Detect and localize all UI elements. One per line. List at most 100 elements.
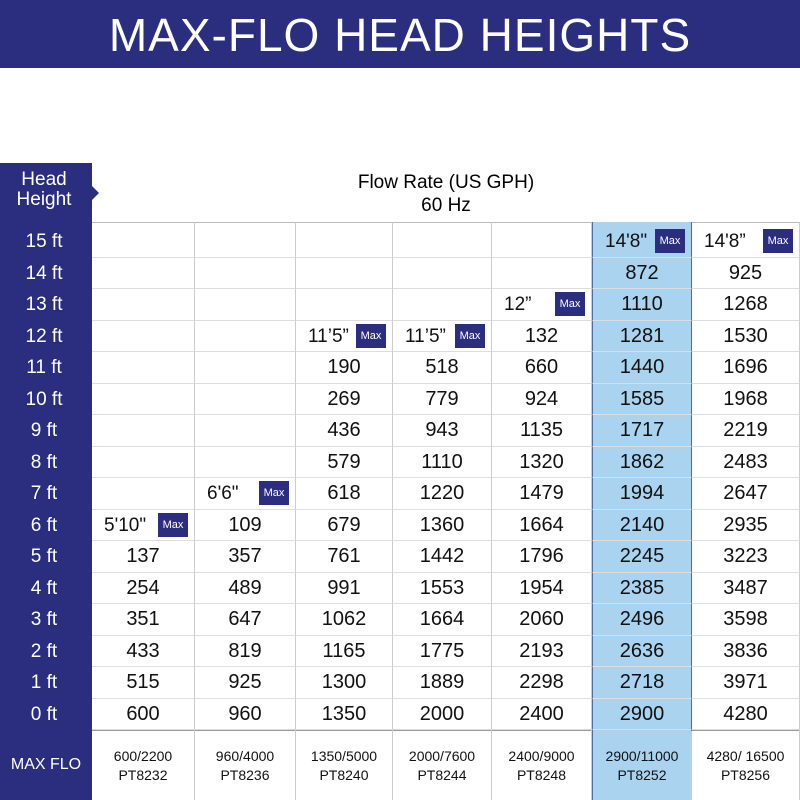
cell: 132 [492,320,592,352]
cell [492,257,592,289]
cell: 2718 [592,667,692,699]
max-tag: Max [158,512,188,537]
cell: 1954 [492,572,592,604]
cell: 2298 [492,667,592,699]
cell: 254 [92,572,195,604]
cell: 2496 [592,604,692,636]
corner-line: Head [21,169,67,190]
row-label: 7 ft [30,483,58,504]
model: PT8240 [319,767,369,783]
max-tag: Max [356,323,386,348]
cell: 1553 [393,572,492,604]
cell: 1165 [296,635,393,667]
cell: 4280 [692,698,800,730]
footer-label: MAX FLO [10,756,82,773]
cell: 925 [195,667,296,699]
cell: 579 [296,446,393,478]
footer-cell: 1350/5000 PT8240 [296,731,393,800]
cell: 2483 [692,446,800,478]
cell: 600 [92,698,195,730]
cell: 679 [296,509,393,541]
cell: 3971 [692,667,800,699]
cell: 5'10" Max [92,509,195,541]
row-label: 9 ft [30,420,58,441]
max-tag: Max [655,229,685,253]
cell: 1110 [393,446,492,478]
max-height: 5'10" [104,514,147,536]
cell: 2193 [492,635,592,667]
flow: 960/4000 [215,748,275,764]
cell: 1775 [393,635,492,667]
cell: 1664 [393,604,492,636]
footer-cell: 2900/11000 PT8252 [592,731,692,800]
cell: 518 [393,352,492,384]
flow: 4280/ 16500 [706,748,785,764]
cell: 12” Max [492,289,592,321]
row-label: 3 ft [30,609,58,630]
cell [195,320,296,352]
footer-cell: 2000/7600 PT8244 [393,731,492,800]
row-label: 13 ft [25,294,63,315]
cell: 618 [296,478,393,510]
max-tag: Max [455,323,485,348]
cell: 1281 [592,320,692,352]
cell [92,257,195,289]
cell: 1350 [296,698,393,730]
cell: 11’5” Max [296,320,393,352]
footer-cell: 4280/ 16500 PT8256 [692,731,800,800]
row-label: 1 ft [30,672,58,693]
row-label: 6 ft [30,514,58,536]
cell: 2245 [592,541,692,573]
cell: 14'8” Max [692,226,800,258]
cell: 11’5” Max [393,320,492,352]
model: PT8248 [516,767,567,783]
cell: 1300 [296,667,393,699]
cell: 2060 [492,604,592,636]
flow: 2000/7600 [408,748,476,764]
row-label: 4 ft [30,577,58,599]
header-rule [92,222,800,223]
row-label: 8 ft [30,451,58,473]
cell: 190 [296,352,393,384]
cell: 1717 [592,415,692,447]
cell: 1994 [592,478,692,510]
corner-line: Height [16,189,72,210]
cell: 1062 [296,604,393,636]
title: MAX-FLO HEAD HEIGHTS [0,0,800,68]
cell [296,257,393,289]
cell: 2219 [692,415,800,447]
max-tag: Max [259,481,289,505]
max-height: 11’5” [308,325,349,347]
cell: 1135 [492,415,592,447]
cell: 761 [296,541,393,573]
max-height: 6'6" [207,483,239,504]
cell: 1442 [393,541,492,573]
row-label: 2 ft [30,640,58,662]
cell [92,320,195,352]
cell: 436 [296,415,393,447]
cell: 925 [692,257,800,289]
cell: 2636 [592,635,692,667]
corner: Head Height [0,170,88,210]
footer-cell: 960/4000 PT8236 [195,731,296,800]
row-label: 15 ft [25,231,63,252]
cell [195,415,296,447]
max-height: 11’5” [405,325,446,347]
row-label: 0 ft [30,703,58,725]
cell: 991 [296,572,393,604]
row-label: 5 ft [30,546,58,567]
cell: 1479 [492,478,592,510]
cell [92,226,195,258]
cell [92,289,195,321]
cell [296,226,393,258]
cell: 924 [492,383,592,415]
cell: 3836 [692,635,800,667]
cell [92,446,195,478]
cell: 1664 [492,509,592,541]
cell: 819 [195,635,296,667]
cell: 2000 [393,698,492,730]
cell: 647 [195,604,296,636]
model: PT8252 [617,767,667,783]
column-header: Flow Rate (US GPH) 60 Hz [92,171,800,217]
cell: 960 [195,698,296,730]
